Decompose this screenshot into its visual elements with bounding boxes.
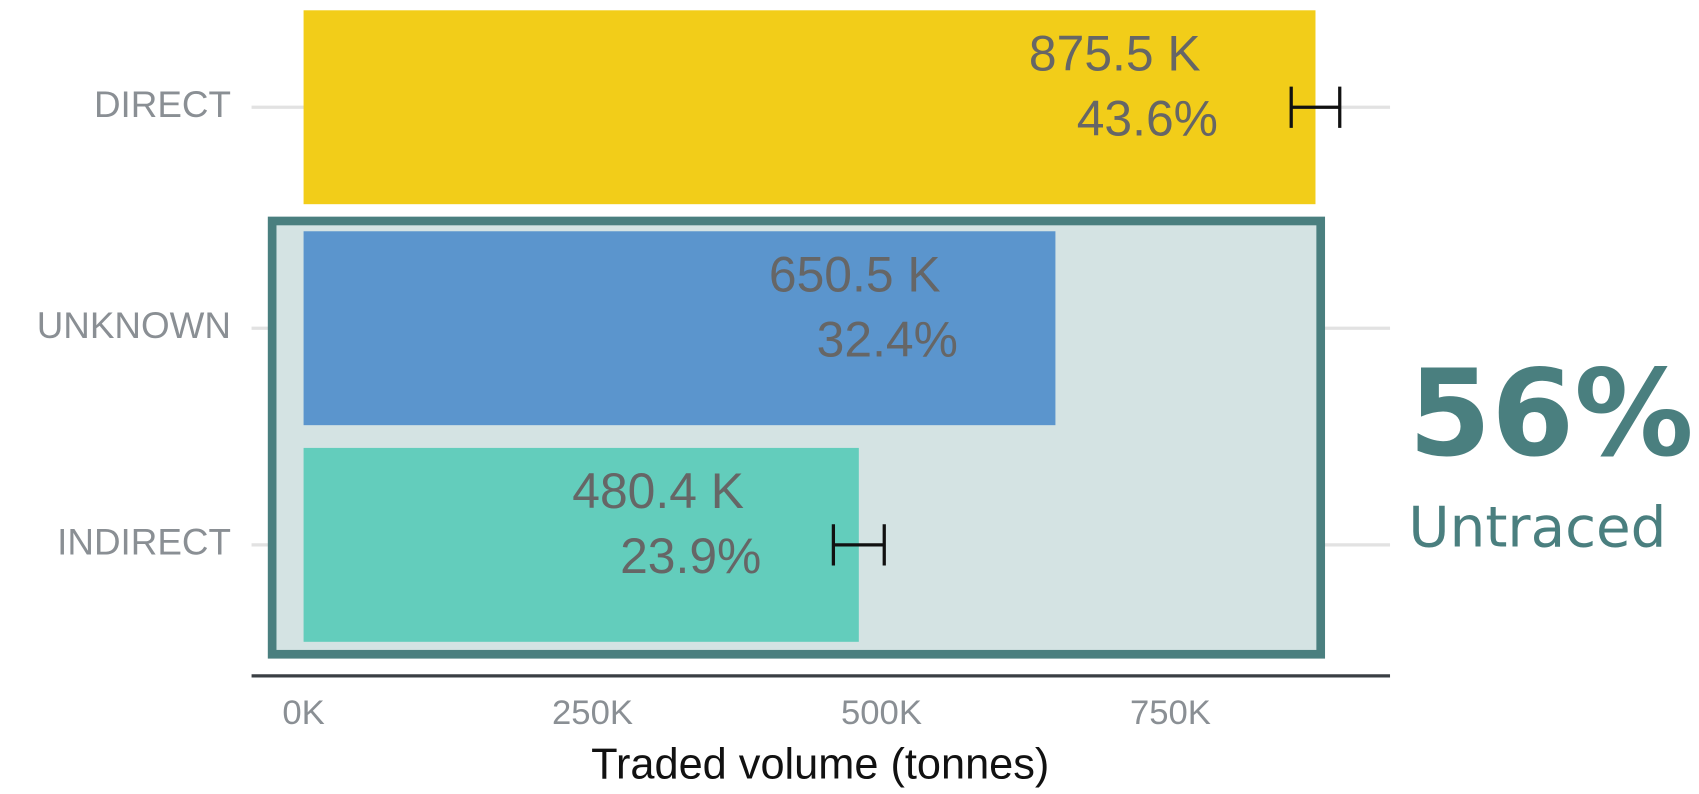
x-tick-label: 500K xyxy=(841,694,922,732)
bar xyxy=(303,231,1056,426)
x-tick-label: 750K xyxy=(1130,694,1211,732)
share-label: 23.9% xyxy=(620,528,761,584)
x-tick-label: 0K xyxy=(282,694,324,732)
error-bar xyxy=(1289,86,1342,128)
bar xyxy=(303,447,859,642)
annotation-sub: Untraced xyxy=(1408,495,1666,560)
error-bar xyxy=(831,524,886,566)
x-axis-label: Traded volume (tonnes) xyxy=(591,740,1049,788)
y-tick-label: INDIRECT xyxy=(57,522,231,563)
y-tick-label: DIRECT xyxy=(94,84,231,125)
value-label: 875.5 K xyxy=(1029,26,1201,82)
value-label: 650.5 K xyxy=(769,247,941,303)
share-label: 43.6% xyxy=(1077,91,1218,147)
annotation: 56% xyxy=(1408,345,1693,484)
y-tick-label: UNKNOWN xyxy=(37,305,231,346)
x-tick-label: 250K xyxy=(552,694,633,732)
bar xyxy=(303,10,1316,205)
value-label: 480.4 K xyxy=(572,463,744,519)
share-label: 32.4% xyxy=(817,312,958,368)
